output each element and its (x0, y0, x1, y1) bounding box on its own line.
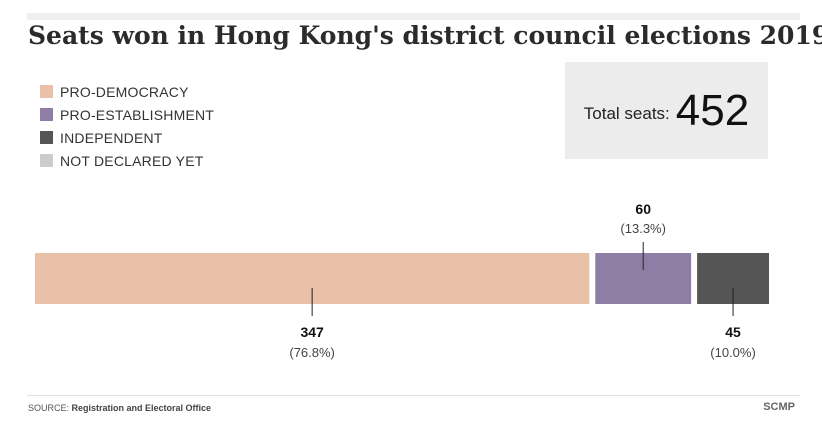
legend-swatch (40, 108, 53, 121)
legend-item-independent: INDEPENDENT (40, 126, 214, 149)
legend: PRO-DEMOCRACY PRO-ESTABLISHMENT INDEPEND… (40, 80, 214, 172)
top-rule (27, 13, 800, 20)
data-label-value: 347 (300, 324, 324, 340)
data-label-value: 45 (725, 324, 741, 340)
legend-item-not-declared: NOT DECLARED YET (40, 149, 214, 172)
data-label-percent: (76.8%) (289, 345, 335, 360)
source-note: SOURCE: Registration and Electoral Offic… (28, 403, 211, 413)
legend-swatch (40, 131, 53, 144)
legend-swatch (40, 85, 53, 98)
source-prefix: SOURCE: (28, 403, 70, 413)
legend-swatch (40, 154, 53, 167)
legend-item-pro-democracy: PRO-DEMOCRACY (40, 80, 214, 103)
total-seats-value: 452 (675, 85, 750, 135)
data-label-value: 60 (635, 201, 651, 217)
legend-item-pro-establishment: PRO-ESTABLISHMENT (40, 103, 214, 126)
data-label-percent: (10.0%) (710, 345, 756, 360)
brand-label: SCMP (763, 401, 795, 413)
chart-title: Seats won in Hong Kong's district counci… (28, 21, 822, 50)
legend-label: INDEPENDENT (60, 129, 163, 146)
source-text: Registration and Electoral Office (71, 403, 212, 413)
legend-label: NOT DECLARED YET (60, 152, 204, 169)
total-seats-label: Total seats: (583, 103, 670, 123)
data-label-percent: (13.3%) (620, 221, 666, 236)
legend-label: PRO-DEMOCRACY (60, 83, 189, 100)
total-seats-box: Total seats: 452 (565, 62, 768, 159)
footer-rule (27, 395, 800, 396)
legend-label: PRO-ESTABLISHMENT (60, 106, 215, 123)
